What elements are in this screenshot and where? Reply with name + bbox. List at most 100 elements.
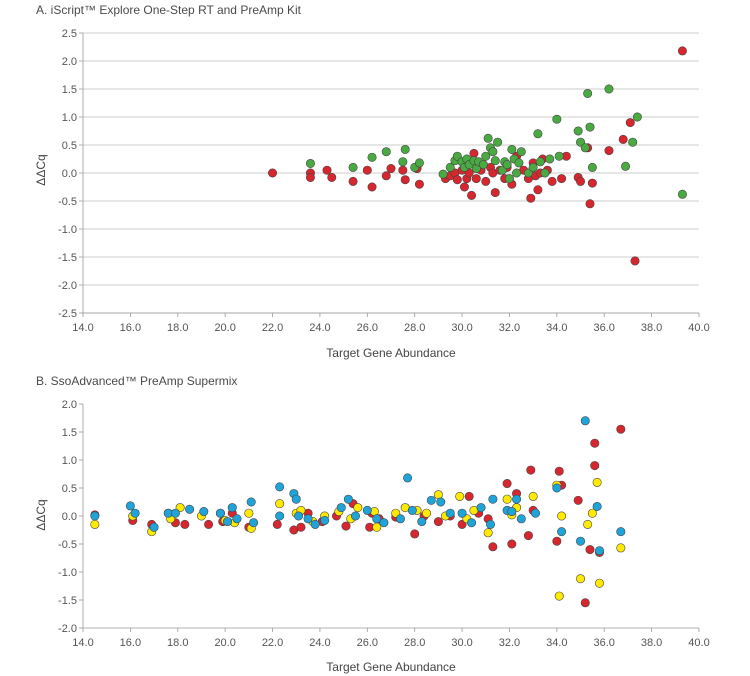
panel-b-point-series-2: [476, 503, 486, 513]
panel-a-point-series-0: [414, 179, 424, 189]
panel-b-point-series-0: [464, 491, 474, 501]
panel-b-title: B. SsoAdvanced™ PreAmp Supermix: [36, 374, 237, 388]
panel-a-point-series-0: [587, 178, 597, 188]
panel-b-point-series-2: [379, 518, 389, 528]
panel-b-point-series-2: [507, 507, 517, 517]
panel-b-ytick-label: 1.0: [62, 455, 77, 467]
panel-b-point-series-0: [585, 545, 595, 555]
panel-a-ytick-label: -2.5: [58, 308, 77, 320]
panel-b-point-series-2: [467, 518, 477, 528]
panel-b-point-series-1: [528, 491, 538, 501]
panel-b-point-series-1: [557, 511, 567, 521]
panel-a-point-series-1: [580, 143, 590, 153]
panel-a-point-series-0: [533, 185, 543, 195]
panel-b-point-series-1: [587, 508, 597, 518]
panel-b-point-series-2: [130, 508, 140, 518]
panel-a-point-series-1: [493, 137, 503, 147]
panel-a-point-series-1: [628, 137, 638, 147]
panel-a-point-series-1: [528, 162, 538, 172]
panel-b-point-series-2: [531, 508, 541, 518]
panel-b-point-series-2: [246, 497, 256, 507]
panel-b-point-series-0: [272, 519, 282, 529]
panel-b-point-series-2: [310, 519, 320, 529]
panel-b-point-series-0: [590, 438, 600, 448]
panel-b-point-series-2: [149, 522, 159, 532]
panel-a-plot: 2.5 2.0 1.5 1.0 0.5 0.0 -0.5 -1.0 -1.5 -2.0 -2.5 14…: [58, 28, 710, 334]
panel-b-point-series-2: [552, 483, 562, 493]
panel-b-point-series-2: [594, 546, 604, 556]
panel-b-point-series-2: [303, 514, 313, 524]
panel-b-point-series-0: [523, 531, 533, 541]
panel-a-ylabel: ΔΔCq: [34, 154, 48, 185]
panel-b-point-series-1: [554, 591, 564, 601]
panel-a-point-series-1: [573, 126, 583, 136]
panel-a-ytick-label: -0.5: [58, 196, 77, 208]
panel-a-point-series-1: [587, 162, 597, 172]
panel-b-point-series-2: [436, 497, 446, 507]
panel-b-point-series-0: [502, 479, 512, 489]
panel-a-xtick-label: 28.0: [404, 322, 425, 334]
panel-b-xtick-label: 34.0: [546, 637, 567, 649]
panel-a-point-series-0: [452, 175, 462, 185]
panel-a-point-series-0: [459, 182, 469, 192]
panel-b-point-series-1: [616, 543, 626, 553]
panel-a-point-series-0: [471, 174, 481, 184]
panel-a-xtick-label: 38.0: [641, 322, 662, 334]
panel-b-point-series-0: [552, 536, 562, 546]
panel-a-point-series-0: [585, 199, 595, 209]
panel-a-point-series-1: [348, 162, 358, 172]
panel-a-point-series-0: [348, 176, 358, 186]
panel-a-point-series-1: [478, 160, 488, 170]
panel-b-point-series-0: [341, 521, 351, 531]
panel-a-point-series-0: [268, 168, 278, 178]
panel-b-xtick-label: 36.0: [594, 637, 615, 649]
panel-a-point-series-0: [327, 172, 337, 182]
panel-a-xtick-label: 30.0: [451, 322, 472, 334]
panel-a-xtick-label: 36.0: [594, 322, 615, 334]
panel-a-xtick-label: 26.0: [357, 322, 378, 334]
panel-a-point-series-0: [381, 171, 391, 181]
panel-b-point-series-1: [502, 494, 512, 504]
panel-b-point-series-2: [125, 501, 135, 511]
panel-a-point-series-1: [552, 114, 562, 124]
panel-b-point-series-0: [410, 529, 420, 539]
panel-a-point-series-1: [585, 122, 595, 132]
panel-a-point-series-1: [516, 147, 526, 157]
panel-a-ytick-label: -1.5: [58, 252, 77, 264]
panel-a-xtick-label: 16.0: [120, 322, 141, 334]
panel-a-xtick-label: 22.0: [262, 322, 283, 334]
panel-b-point-series-1: [594, 578, 604, 588]
panel-a-point-series-0: [625, 118, 635, 128]
panel-a-point-series-1: [583, 88, 593, 98]
panel-a-point-series-0: [400, 175, 410, 185]
panel-a-point-series-1: [540, 168, 550, 178]
panel-b-point-series-2: [372, 514, 382, 524]
panel-b-ytick-label: 0.0: [62, 511, 77, 523]
panel-b-ytick-label: 1.5: [62, 427, 77, 439]
panel-b-point-series-1: [592, 477, 602, 487]
panel-a-point-series-0: [386, 164, 396, 174]
panel-b-point-series-2: [199, 507, 209, 517]
panel-b-ytick-label: 0.5: [62, 483, 77, 495]
panel-a-point-series-0: [322, 165, 332, 175]
panel-b-xtick-label: 30.0: [451, 637, 472, 649]
panel-a-point-series-1: [514, 158, 524, 168]
panel-b-point-series-0: [507, 539, 517, 549]
panel-a-point-series-0: [604, 146, 614, 156]
panel-b-point-series-2: [215, 508, 225, 518]
panel-a-point-series-0: [618, 134, 628, 144]
panel-b-point-series-1: [90, 519, 100, 529]
panel-a-point-series-0: [677, 46, 687, 56]
panel-a-point-series-0: [362, 165, 372, 175]
panel-b-point-series-2: [457, 508, 467, 518]
panel-b-point-series-2: [557, 527, 567, 537]
panel-b-point-series-2: [350, 511, 360, 521]
panel-b-point-series-0: [580, 598, 590, 608]
panel-b-point-series-2: [223, 517, 233, 527]
panel-b-point-series-1: [583, 519, 593, 529]
panel-a-point-series-1: [677, 189, 687, 199]
panel-a-title: A. iScript™ Explore One-Step RT and PreA…: [36, 3, 302, 17]
panel-a-point-series-1: [400, 144, 410, 154]
panel-b-point-series-0: [554, 466, 564, 476]
